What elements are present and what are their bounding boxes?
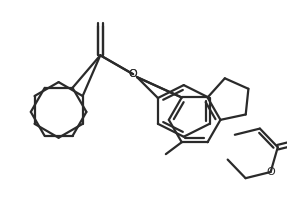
Text: O: O <box>129 69 137 79</box>
Text: O: O <box>266 167 275 177</box>
Text: O: O <box>129 69 137 79</box>
